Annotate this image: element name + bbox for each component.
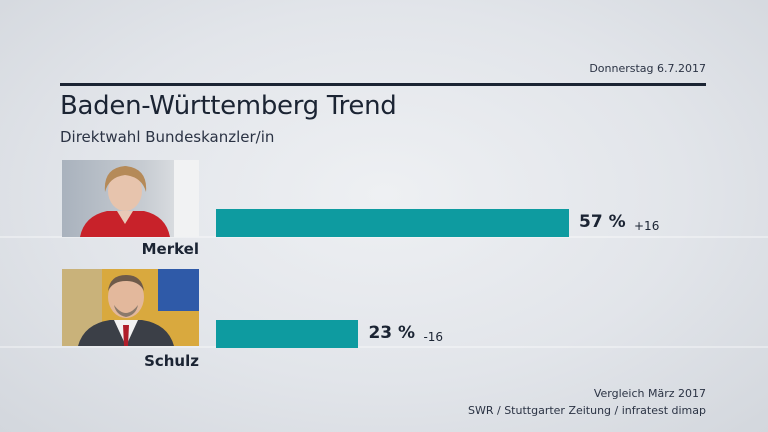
value-label-merkel: 57 % [579, 212, 626, 232]
bar-schulz [216, 320, 359, 348]
change-label-schulz: -16 [423, 330, 444, 344]
header-rule [60, 83, 706, 86]
date-label: Donnerstag 6.7.2017 [589, 62, 706, 75]
candidate-name-merkel: Merkel [141, 240, 199, 258]
page-title: Baden-Württemberg Trend [60, 91, 397, 121]
portrait-merkel-icon [62, 160, 199, 237]
value-label-schulz: 23 % [368, 323, 416, 343]
change-label-merkel: +16 [634, 219, 660, 233]
comparison-note: Vergleich März 2017 [593, 387, 706, 400]
page-subtitle: Direktwahl Bundeskanzler/in [60, 128, 275, 146]
background-stripe [0, 236, 768, 238]
background-stripe [0, 346, 768, 348]
candidate-name-schulz: Schulz [144, 352, 199, 370]
source-note: SWR / Stuttgarter Zeitung / infratest di… [468, 404, 706, 417]
portrait-schulz-icon [62, 269, 199, 346]
bar-merkel [216, 209, 569, 237]
